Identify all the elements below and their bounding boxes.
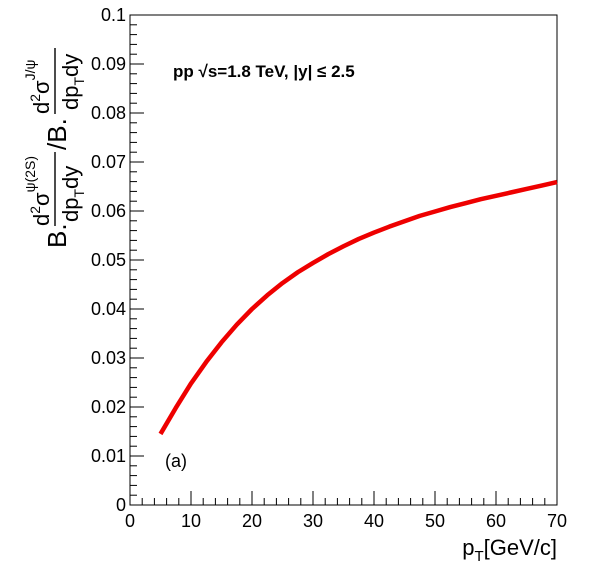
y-tick-label: 0.07 — [91, 152, 126, 172]
y-tick-label: 0.09 — [91, 54, 126, 74]
panel-label: (a) — [165, 451, 187, 471]
svg-text:d2σψ(2S): d2σψ(2S) — [22, 156, 54, 226]
y-tick-label: 0.05 — [91, 250, 126, 270]
x-tick-label: 30 — [303, 511, 323, 531]
y-tick-label: 0.08 — [91, 103, 126, 123]
svg-text:d2σJ/ψ: d2σJ/ψ — [22, 59, 54, 114]
y-tick-label: 0.04 — [91, 299, 126, 319]
y-tick-label: 0 — [116, 495, 126, 515]
plot-frame — [130, 15, 557, 505]
x-tick-label: 0 — [125, 511, 135, 531]
x-tick-label: 60 — [486, 511, 506, 531]
x-axis-label: pT[GeV/c] — [462, 535, 557, 565]
y-tick-label: 0.01 — [91, 446, 126, 466]
svg-text:dpTdy: dpTdy — [58, 54, 87, 110]
annotation-text: pp √s=1.8 TeV, |y| ≤ 2.5 — [173, 62, 355, 81]
x-tick-label: 10 — [181, 511, 201, 531]
y-tick-label: 0.03 — [91, 348, 126, 368]
x-axis-ticks: 0 10 20 30 40 50 60 70 — [125, 491, 567, 531]
y-axis-ticks: 0 0.01 0.02 0.03 0.04 0.05 0.06 0.07 0.08 0.09 0.1 — [91, 5, 144, 515]
x-tick-label: 50 — [425, 511, 445, 531]
series-line — [161, 182, 558, 434]
svg-text:B.: B. — [42, 223, 72, 248]
svg-text:dpTdy: dpTdy — [58, 166, 87, 222]
y-tick-label: 0.02 — [91, 397, 126, 417]
y-tick-label: 0.06 — [91, 201, 126, 221]
x-tick-label: 70 — [547, 511, 567, 531]
x-tick-label: 20 — [242, 511, 262, 531]
y-axis-label: B. d2σψ(2S) dpTdy /B. d2σJ/ψ dpTdy — [22, 48, 87, 248]
x-tick-label: 40 — [364, 511, 384, 531]
series-layer — [161, 182, 558, 434]
svg-text:/B.: /B. — [42, 118, 72, 150]
y-tick-label: 0.1 — [101, 5, 126, 25]
